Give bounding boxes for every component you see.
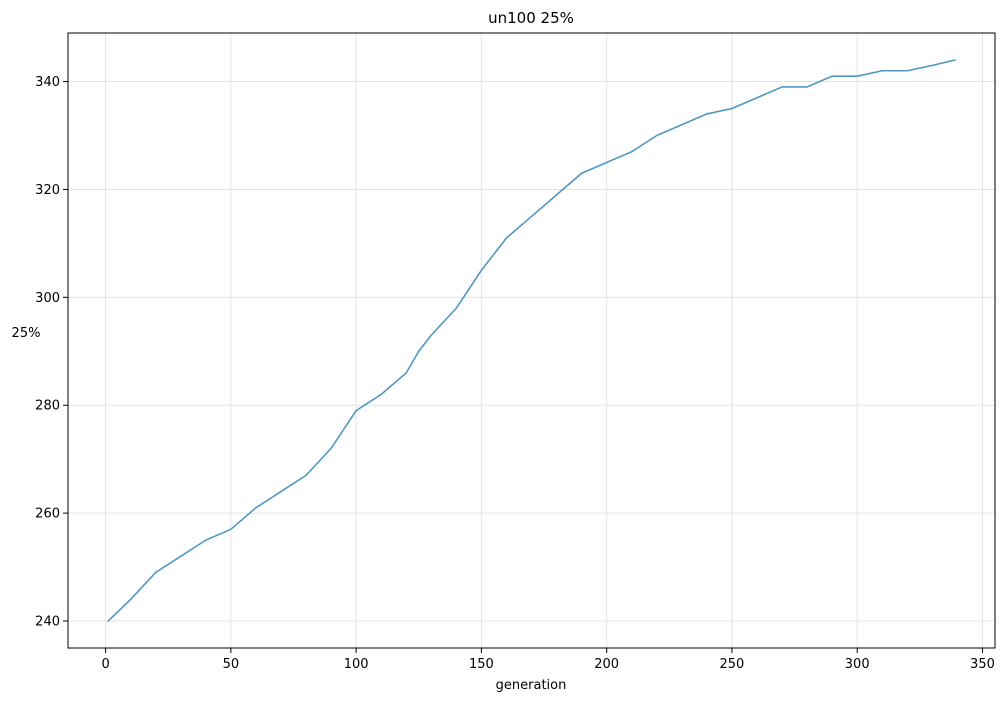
- data-point: [856, 75, 858, 77]
- x-tick-label: 200: [594, 657, 619, 672]
- data-point: [405, 372, 407, 374]
- data-point: [505, 237, 508, 239]
- x-tick-label: 300: [845, 657, 870, 672]
- data-point: [305, 474, 307, 476]
- data-point: [155, 571, 157, 574]
- x-tick-label: 150: [469, 657, 494, 672]
- data-point: [631, 151, 633, 153]
- x-tick-label: 50: [223, 657, 240, 672]
- data-point: [255, 507, 257, 509]
- data-point: [280, 490, 282, 493]
- data-point: [756, 97, 758, 99]
- data-point: [581, 172, 583, 174]
- data-point: [781, 86, 783, 88]
- data-point: [455, 307, 457, 309]
- data-point: [355, 410, 357, 412]
- series-layer: [107, 59, 956, 622]
- x-tick-label: 0: [101, 657, 109, 672]
- x-axis-label: generation: [496, 678, 567, 693]
- series-line-0: [107, 59, 956, 622]
- y-tick-label: 320: [35, 183, 60, 198]
- data-point: [906, 70, 908, 72]
- y-tick-label: 260: [35, 507, 60, 522]
- x-tick-label: 100: [344, 657, 369, 672]
- data-point: [606, 161, 608, 164]
- data-point: [330, 447, 332, 449]
- y-tick-label: 300: [35, 291, 60, 306]
- y-axis-label: 25%: [12, 326, 41, 341]
- data-point: [931, 64, 933, 66]
- data-point: [205, 539, 207, 541]
- plot-area-frame: [67, 32, 996, 649]
- y-tick-label: 240: [35, 615, 60, 630]
- grid-lines: [68, 33, 995, 648]
- data-point: [418, 350, 420, 352]
- data-point: [130, 598, 132, 601]
- x-tick-label: 250: [720, 657, 745, 672]
- data-point: [430, 334, 432, 336]
- data-point: [706, 113, 708, 115]
- data-point: [656, 134, 658, 137]
- data-point: [681, 124, 683, 126]
- data-point: [731, 107, 733, 110]
- data-point: [555, 194, 558, 196]
- y-tick-label: 340: [35, 75, 60, 90]
- data-point: [831, 75, 833, 77]
- data-point: [480, 269, 482, 271]
- data-point: [107, 620, 109, 622]
- data-point: [881, 70, 883, 72]
- data-point: [180, 555, 182, 557]
- data-point: [806, 86, 808, 88]
- data-point: [530, 215, 533, 218]
- x-tick-label: 350: [970, 657, 995, 672]
- data-point: [380, 393, 382, 396]
- axis-ticks: 0 50 100 150 200 250 300 350 240 260 280 300 320 340: [35, 75, 995, 672]
- data-point: [954, 59, 956, 61]
- data-point: [230, 528, 232, 530]
- y-tick-label: 280: [35, 399, 60, 414]
- chart-title: un100 25%: [488, 9, 574, 27]
